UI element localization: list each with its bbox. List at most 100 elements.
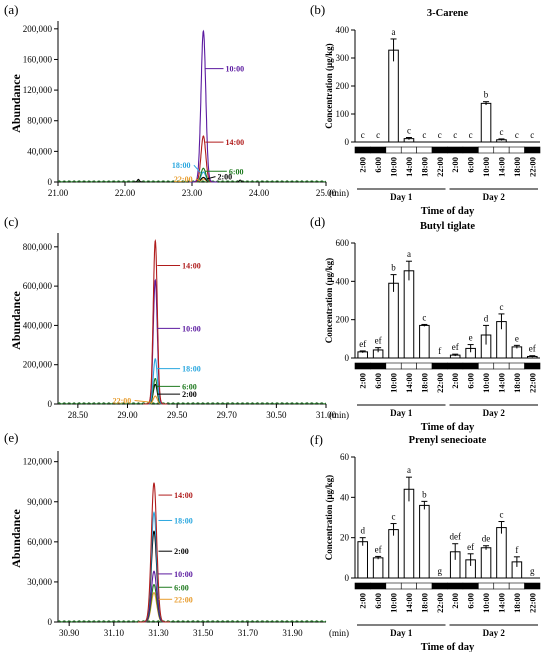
baseline-trace (57, 180, 327, 183)
dark-period (462, 146, 479, 154)
category-label: 22:00 (527, 157, 537, 177)
panel-label: (c) (4, 214, 18, 229)
y-tick-label: 200 (336, 315, 350, 325)
minor-peak (134, 178, 143, 183)
x-tick-label: 31.10 (104, 628, 125, 638)
significance-letter: c (438, 130, 442, 140)
category-label: 10:00 (389, 593, 399, 613)
category-label: 18:00 (419, 157, 429, 177)
category-label: 2:00 (358, 373, 368, 389)
y-tick-label: 0 (48, 617, 53, 627)
baseline-trace (57, 620, 327, 623)
y-tick-label: 120,000 (23, 457, 53, 467)
significance-letter: a (407, 465, 411, 475)
category-label: 2:00 (450, 157, 460, 173)
peak-1000 (138, 570, 171, 623)
significance-letter: ef (359, 339, 366, 349)
dark-period (354, 362, 371, 370)
dark-period (462, 582, 479, 590)
callout-label: 6:00 (229, 167, 244, 176)
significance-letter: c (407, 126, 411, 136)
callout-label: 18:00 (172, 161, 191, 170)
x-tick-label: 31.30 (148, 628, 169, 638)
y-axis-label: Concentration (μg/kg) (324, 43, 334, 128)
light-period (508, 146, 525, 154)
y-axis-label: Abundance (9, 508, 23, 567)
x-tick-label: 29.50 (167, 410, 188, 420)
light-period (493, 146, 510, 154)
bar (419, 324, 430, 359)
light-period (416, 582, 433, 590)
light-period (385, 362, 402, 370)
bar (480, 547, 492, 579)
callout-label: 14:00 (174, 491, 193, 500)
x-axis-label: Time of day (421, 206, 475, 217)
peak-600 (138, 583, 171, 623)
light-period (478, 582, 495, 590)
significance-letter: ef (467, 542, 474, 552)
significance-letter: f (515, 545, 518, 555)
bar (403, 270, 415, 359)
y-tick-label: 20 (340, 533, 350, 543)
x-unit: (min) (329, 188, 349, 198)
light-period (400, 582, 417, 590)
significance-letter: c (422, 130, 426, 140)
significance-letter: c (376, 130, 380, 140)
x-tick-label: 23.00 (182, 188, 203, 198)
dark-period (370, 582, 387, 590)
dark-period (354, 146, 371, 154)
significance-letter: d (484, 313, 489, 323)
dark-period (524, 146, 541, 154)
peak-1800 (138, 511, 171, 623)
category-label: 10:00 (389, 157, 399, 177)
x-tick-label: 31.70 (238, 628, 259, 638)
bar (357, 541, 368, 579)
category-label: 14:00 (496, 593, 506, 613)
category-label: 6:00 (373, 157, 383, 173)
x-unit: (min) (329, 628, 349, 638)
callout-label: 6:00 (174, 583, 189, 592)
chromatogram-c: (c) 0 200,000 400,000 600,000 800,000 28.50 29.… (4, 214, 349, 420)
y-tick-label: 60 (340, 452, 350, 462)
significance-letter: c (392, 512, 396, 522)
y-tick-label: 120,000 (23, 85, 53, 95)
callout-line (134, 399, 153, 403)
y-tick-label: 0 (345, 573, 350, 583)
y-tick-label: 600 (336, 238, 350, 248)
significance-letter: ef (529, 344, 536, 354)
x-tick-label: 29.70 (217, 410, 238, 420)
significance-letter: e (515, 333, 519, 343)
y-tick-label: 400 (336, 276, 350, 286)
x-axis-label: Time of day (421, 642, 475, 652)
significance-letter: b (422, 489, 427, 499)
significance-letter: c (499, 127, 503, 137)
significance-letter: a (407, 249, 411, 259)
x-unit: (min) (329, 410, 349, 420)
x-tick-label: 31.90 (282, 628, 303, 638)
minor-peak (236, 179, 245, 183)
callout-label: 22:00 (174, 175, 193, 184)
x-tick-label: 28.50 (68, 410, 89, 420)
light-period (493, 582, 510, 590)
peak-600 (143, 377, 168, 405)
dark-period (524, 582, 541, 590)
significance-letter: e (469, 333, 473, 343)
light-period (400, 362, 417, 370)
category-label: 14:00 (496, 373, 506, 393)
y-tick-label: 300 (336, 53, 350, 63)
category-label: 14:00 (404, 593, 414, 613)
callout-line (206, 176, 216, 180)
significance-letter: d (360, 526, 365, 536)
category-label: 22:00 (527, 593, 537, 613)
y-tick-label: 200 (336, 81, 350, 91)
bar (372, 557, 384, 579)
category-label: 2:00 (450, 593, 460, 609)
x-tick-label: 30.50 (266, 410, 287, 420)
category-label: 22:00 (435, 373, 445, 393)
chart-title: Prenyl senecioate (409, 435, 487, 446)
light-period (478, 362, 495, 370)
peak-1800 (143, 358, 168, 405)
significance-letter: c (515, 130, 519, 140)
peak-1400 (138, 482, 171, 623)
